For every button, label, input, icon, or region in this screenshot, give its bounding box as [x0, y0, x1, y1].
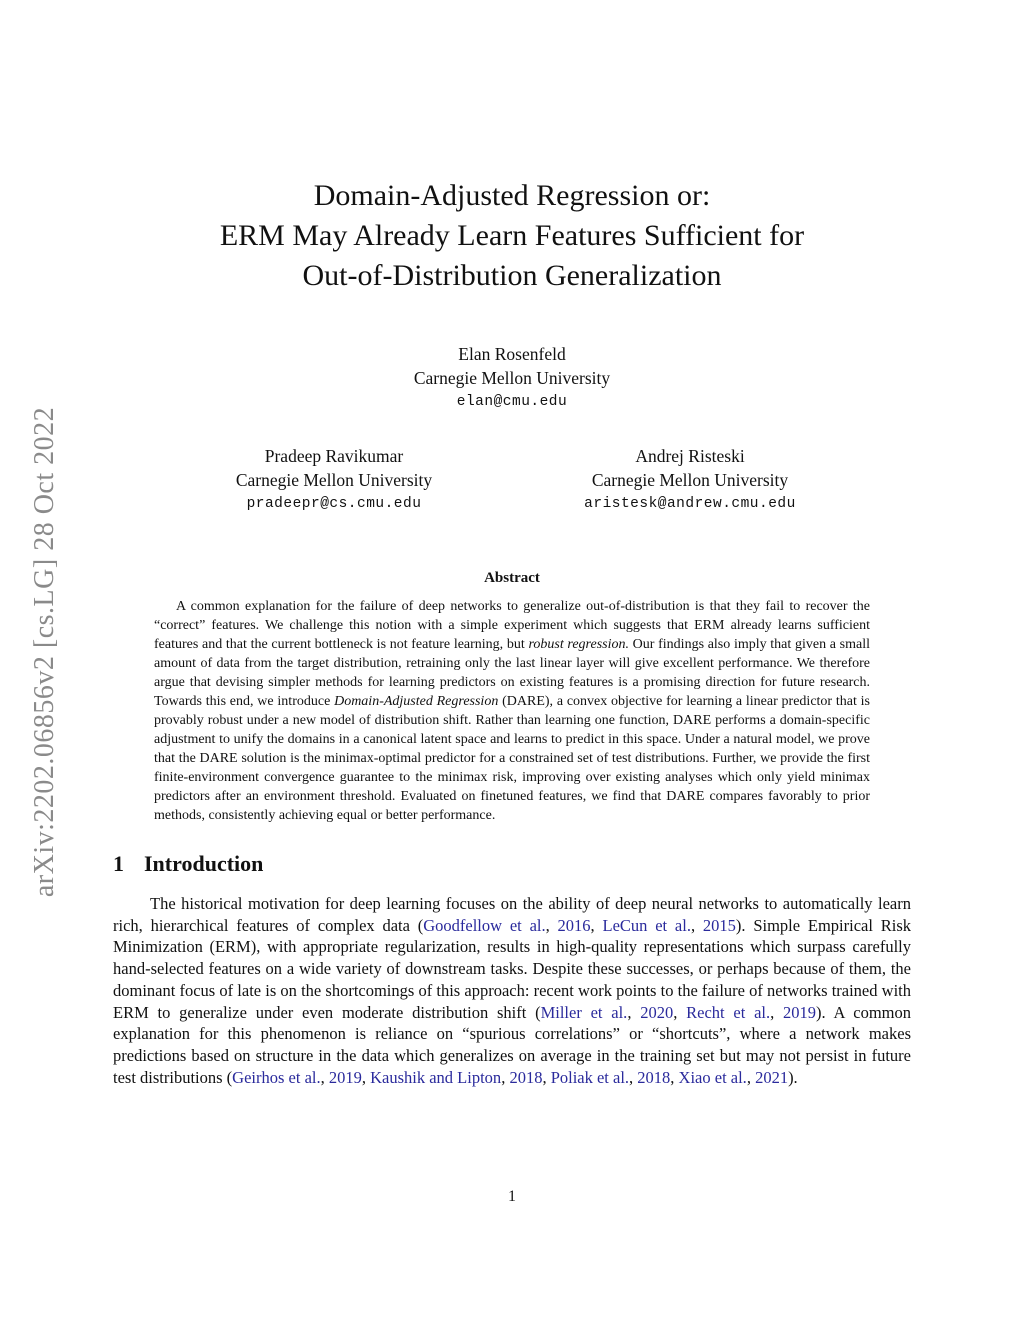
author-affiliation: Carnegie Mellon University	[413, 368, 611, 388]
citation-link[interactable]: Xiao et al.	[678, 1067, 747, 1087]
author-affiliation: Carnegie Mellon University	[235, 470, 433, 490]
author-email: pradeepr@cs.cmu.edu	[246, 496, 422, 512]
author-name: Andrej Risteski	[635, 446, 745, 466]
author-row: Pradeep Ravikumar Carnegie Mellon Univer…	[0, 444, 1024, 516]
text-segment: ,	[320, 1067, 329, 1087]
text-segment: ,	[361, 1067, 371, 1087]
text-segment: ,	[542, 1067, 551, 1087]
author-block-pradeep-ravikumar: Pradeep Ravikumar Carnegie Mellon Univer…	[156, 444, 512, 516]
introduction-paragraph: The historical motivation for deep learn…	[113, 893, 911, 1088]
citation-link[interactable]: 2021	[755, 1067, 789, 1087]
citation-link[interactable]: 2020	[640, 1002, 674, 1022]
citation-link[interactable]: 2018	[637, 1067, 671, 1087]
text-segment: ,	[690, 915, 703, 935]
text-segment: Domain-Adjusted Regression	[334, 694, 499, 709]
citation-link[interactable]: Geirhos et al.	[232, 1067, 321, 1087]
citation-link[interactable]: 2019	[783, 1002, 817, 1022]
citation-link[interactable]: Poliak et al.	[550, 1067, 630, 1087]
paper-title-line-3: Out-of-Distribution Generalization	[302, 259, 722, 292]
citation-link[interactable]: LeCun et al.	[602, 915, 691, 935]
text-segment: ,	[545, 915, 558, 935]
author-name: Pradeep Ravikumar	[264, 446, 404, 466]
abstract-heading: Abstract	[484, 570, 540, 586]
citation-link[interactable]: Kaushik and Lipton	[370, 1067, 502, 1087]
citation-link[interactable]: Goodfellow et al.	[423, 915, 546, 935]
paper-title: Domain-Adjusted Regression or: ERM May A…	[80, 176, 944, 296]
text-segment: The historical motivation for deep learn…	[113, 894, 911, 935]
author-name: Elan Rosenfeld	[458, 344, 566, 364]
author-affiliation: Carnegie Mellon University	[591, 470, 789, 490]
text-segment: ,	[746, 1067, 756, 1087]
text-segment: ). Simple Empirical Risk Minimization (E…	[113, 915, 912, 1022]
page-number: 1	[508, 1188, 516, 1205]
section-title: Introduction	[144, 851, 264, 876]
text-segment: robust regression.	[528, 637, 629, 652]
text-segment: ,	[627, 1002, 641, 1022]
citation-link[interactable]: 2016	[557, 915, 591, 935]
citation-link[interactable]: 2018	[509, 1067, 543, 1087]
paper-title-line-1: Domain-Adjusted Regression or:	[313, 179, 711, 212]
text-segment: ). A common explanation for this phenome…	[113, 1002, 912, 1087]
citation-link[interactable]: Recht et al.	[686, 1002, 771, 1022]
citation-link[interactable]: Miller et al.	[540, 1002, 628, 1022]
text-segment: A common explanation for the failure of …	[154, 599, 870, 652]
section-number: 1	[113, 851, 124, 876]
text-segment: (DARE), a convex objective for learning …	[154, 694, 870, 823]
arxiv-watermark: arXiv:2202.06856v2 [cs.LG] 28 Oct 2022	[29, 406, 60, 898]
text-segment: ,	[673, 1002, 687, 1022]
text-segment: ,	[501, 1067, 510, 1087]
section-heading-introduction: 1 Introduction	[113, 851, 911, 877]
citation-link[interactable]: 2019	[328, 1067, 362, 1087]
author-block-elan-rosenfeld: Elan Rosenfeld Carnegie Mellon Universit…	[0, 342, 1024, 414]
text-segment: Our findings also imply that given a sma…	[154, 637, 870, 709]
citation-link[interactable]: 2015	[702, 915, 736, 935]
text-segment: ,	[629, 1067, 638, 1087]
text-segment: ,	[770, 1002, 784, 1022]
author-email: aristesk@andrew.cmu.edu	[584, 496, 796, 512]
text-segment: ,	[590, 915, 603, 935]
paper-title-line-2: ERM May Already Learn Features Sufficien…	[219, 219, 805, 252]
author-block-andrej-risteski: Andrej Risteski Carnegie Mellon Universi…	[512, 444, 868, 516]
text-segment: ).	[788, 1067, 798, 1087]
text-segment: ,	[670, 1067, 679, 1087]
abstract-paragraph: A common explanation for the failure of …	[154, 597, 870, 825]
author-email: elan@cmu.edu	[456, 394, 568, 410]
